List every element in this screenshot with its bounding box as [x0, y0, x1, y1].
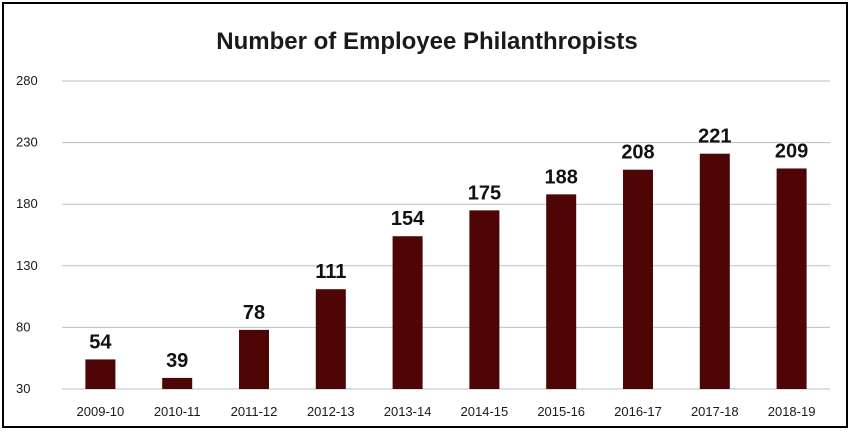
bar [85, 359, 116, 389]
x-tick-label: 2012-13 [307, 404, 355, 419]
bar [623, 169, 653, 389]
data-label: 54 [89, 331, 112, 353]
y-tick-label: 80 [16, 319, 30, 334]
x-tick-label: 2018-19 [768, 404, 816, 419]
bar [469, 210, 500, 389]
y-tick-label: 130 [16, 258, 38, 273]
data-label: 175 [468, 182, 501, 204]
data-label: 209 [775, 140, 808, 162]
bar [392, 236, 423, 389]
bar [546, 194, 577, 389]
y-tick-label: 180 [16, 196, 38, 211]
y-tick-label: 30 [16, 381, 30, 396]
bar [239, 329, 269, 389]
x-tick-label: 2014-15 [461, 404, 509, 419]
x-tick-label: 2013-14 [384, 404, 432, 419]
data-label: 208 [621, 142, 654, 164]
y-tick-label: 230 [16, 135, 38, 150]
data-label: 78 [243, 302, 265, 324]
x-tick-label: 2015-16 [537, 404, 585, 419]
x-tick-label: 2017-18 [691, 404, 739, 419]
x-tick-label: 2009-10 [77, 404, 125, 419]
bar [776, 168, 807, 389]
x-tick-label: 2016-17 [614, 404, 662, 419]
data-label: 154 [391, 208, 425, 230]
data-label: 39 [166, 350, 188, 372]
bar [315, 289, 346, 389]
data-label: 188 [545, 166, 578, 188]
data-label: 111 [315, 261, 346, 283]
x-tick-label: 2010-11 [154, 404, 201, 419]
bar [162, 377, 193, 389]
data-label: 221 [698, 126, 731, 148]
bar [699, 153, 730, 389]
x-tick-label: 2011-12 [231, 404, 278, 419]
chart-title: Number of Employee Philanthropists [216, 28, 638, 55]
y-tick-label: 280 [16, 73, 38, 88]
